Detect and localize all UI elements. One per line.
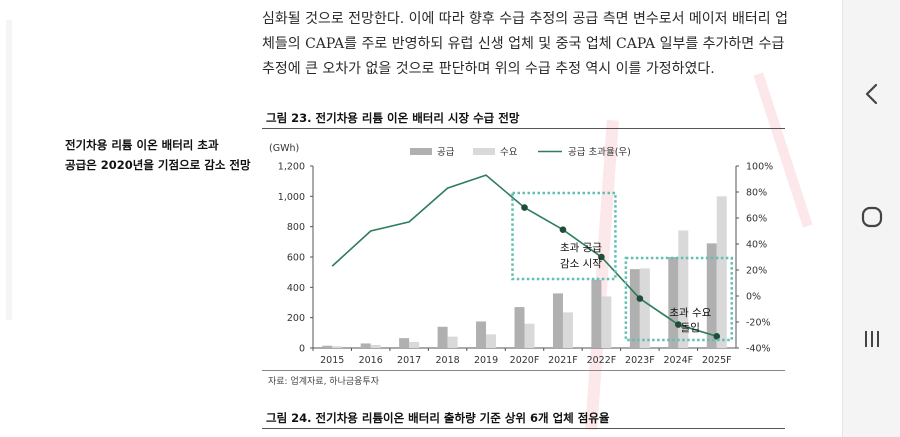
bar-demand <box>562 312 573 348</box>
line-point <box>636 295 644 302</box>
right-tick-label: 60% <box>746 214 767 225</box>
bar-supply <box>399 338 410 348</box>
x-tick-label: 2022F <box>587 355 617 366</box>
legend-swatch <box>473 148 495 155</box>
line-point <box>675 321 682 328</box>
legend-label: 수요 <box>500 147 518 158</box>
bar-supply <box>360 343 371 348</box>
right-tick-label: -20% <box>746 318 771 329</box>
highlight-box-oversupply <box>511 191 617 281</box>
x-tick-label: 2017 <box>397 355 421 366</box>
x-tick-label: 2020F <box>510 355 540 366</box>
line-point <box>559 226 567 233</box>
right-tick-label: 100% <box>746 162 773 173</box>
right-tick-label: 20% <box>746 266 767 277</box>
right-tick-label: 40% <box>746 240 767 251</box>
x-tick-label: 2019 <box>474 355 498 366</box>
right-tick-label: 80% <box>746 188 767 199</box>
side-note-line: 공급은 2020년을 기점으로 감소 전망 <box>65 158 251 172</box>
paragraph-line: 체들의 CAPA를 주로 반영하되 유럽 신생 업체 및 중국 업체 CAPA … <box>262 36 785 52</box>
bar-supply <box>668 257 679 348</box>
left-tick-label: 1,200 <box>278 162 305 173</box>
x-tick-label: 2016 <box>359 355 383 366</box>
x-tick-label: 2024F <box>663 355 693 366</box>
bar-supply <box>706 243 717 348</box>
right-tick-label: 0% <box>746 292 761 303</box>
bar-demand <box>639 268 650 348</box>
paragraph-line: 심화될 것으로 전망한다. 이에 따라 향후 수급 추정의 공급 측면 변수로서… <box>262 11 788 27</box>
annotation-text: 초과 수요 <box>669 307 711 319</box>
title-rule <box>262 428 785 429</box>
bar-supply <box>514 307 525 348</box>
x-tick-label: 2018 <box>435 355 459 366</box>
bar-supply <box>591 279 602 348</box>
left-tick-label: 800 <box>287 222 305 233</box>
line-point <box>713 333 721 340</box>
x-tick-label: 2021F <box>548 355 578 366</box>
annotation-text: 초과 공급 <box>560 242 602 254</box>
highlight-box-overdemand <box>624 256 734 342</box>
bar-demand <box>716 196 727 348</box>
side-note-line: 전기차용 리튬 이온 배터리 초과 <box>65 138 219 152</box>
right-tick-label: -40% <box>746 344 771 355</box>
left-tick-label: 200 <box>287 313 305 324</box>
figure-23-title: 그림 23. 전기차용 리튬 이온 배터리 시장 수급 전망 <box>266 111 520 125</box>
source-rule <box>262 370 785 371</box>
line-point <box>598 253 605 261</box>
bar-supply <box>437 326 448 348</box>
bar-demand <box>332 346 343 348</box>
annotation-text: 감소 시작 <box>560 258 602 270</box>
line-point <box>521 204 528 211</box>
paragraph-line: 추정에 큰 오차가 없을 것으로 판단하며 위의 수급 추정 역시 이를 가정하… <box>262 61 715 77</box>
bar-demand <box>486 334 497 348</box>
recents-button[interactable] <box>843 319 900 359</box>
left-axis-unit: (GWh) <box>269 143 299 154</box>
android-nav-bar <box>842 0 900 437</box>
x-tick-label: 2023F <box>625 355 655 366</box>
recents-icon <box>865 331 879 347</box>
legend-label: 공급 <box>437 147 455 158</box>
bar-supply <box>629 269 640 348</box>
x-tick-label: 2025F <box>702 355 732 366</box>
bar-demand <box>370 344 381 348</box>
chevron-left-icon <box>865 83 878 105</box>
chart-source: 자료: 업계자료, 하나금융투자 <box>268 377 379 387</box>
bar-demand <box>409 341 420 348</box>
left-tick-label: 400 <box>287 283 305 294</box>
bar-demand <box>524 323 535 348</box>
bar-demand <box>678 230 689 348</box>
bar-supply <box>552 293 563 348</box>
home-button[interactable] <box>843 197 900 237</box>
figure-24-title: 그림 24. 전기차용 리튬이온 배터리 출하량 기준 상위 6개 업체 점유율 <box>266 411 610 425</box>
legend-label: 공급 초과율(우) <box>568 147 631 158</box>
bar-demand <box>601 296 612 348</box>
bar-demand <box>447 336 458 348</box>
annotation-text: 돌입 <box>681 321 700 334</box>
document-page: 심화될 것으로 전망한다. 이에 따라 향후 수급 추정의 공급 측면 변수로서… <box>6 11 813 431</box>
legend-swatch <box>410 148 432 155</box>
title-rule <box>262 128 785 129</box>
back-button[interactable] <box>843 74 900 114</box>
left-tick-label: 600 <box>287 253 305 264</box>
supply-demand-chart: 0 200 400 600 800 1,000 1,200 (GWh) -40% -20% 0% 20… <box>269 143 773 366</box>
x-tick-label: 2015 <box>320 355 344 366</box>
watermark-stripe <box>6 20 12 320</box>
home-circle-icon <box>861 206 883 228</box>
bar-supply <box>476 321 487 348</box>
left-tick-label: 0 <box>299 344 305 355</box>
left-tick-label: 1,000 <box>278 192 305 203</box>
bar-supply <box>322 345 333 348</box>
